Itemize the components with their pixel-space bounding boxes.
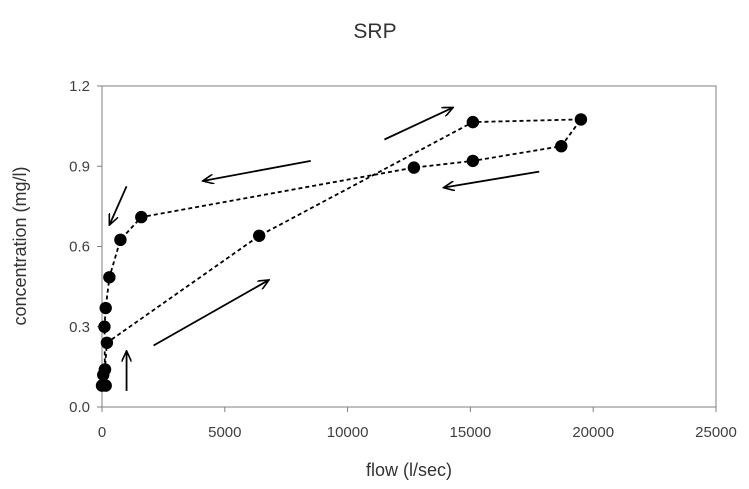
x-tick-label: 25000 — [695, 424, 737, 441]
data-point — [574, 113, 588, 126]
data-point — [135, 210, 148, 224]
y-axis-label: concentration (mg/l) — [10, 166, 30, 325]
data-point — [98, 320, 111, 333]
annotation-arrow — [109, 185, 128, 225]
axes — [101, 85, 717, 408]
plot-area-frame — [101, 85, 717, 408]
x-axis: 0 5000 10000 15000 20000 25000 — [98, 407, 737, 441]
annotation-arrow — [153, 280, 269, 347]
annotation-arrow — [384, 107, 453, 141]
y-tick-label: 0.3 — [69, 319, 90, 336]
x-tick-label: 10000 — [327, 424, 369, 441]
annotation-arrow — [203, 160, 311, 181]
y-axis: 0.0 0.3 0.6 0.9 1.2 — [69, 78, 102, 416]
data-point — [407, 161, 421, 174]
data-point — [252, 229, 266, 242]
y-tick-label: 0.0 — [69, 399, 90, 416]
x-tick-label: 0 — [98, 424, 106, 441]
data-point — [466, 115, 480, 129]
data-series — [95, 113, 588, 392]
annotation-arrows — [109, 107, 540, 391]
x-tick-label: 5000 — [208, 424, 241, 441]
y-tick-label: 0.9 — [69, 158, 90, 175]
data-point — [98, 363, 112, 376]
x-tick-label: 20000 — [572, 424, 614, 441]
annotation-arrow — [443, 170, 540, 188]
x-tick-label: 15000 — [450, 424, 492, 441]
data-point — [99, 301, 112, 315]
data-point — [99, 379, 112, 392]
chart-title: SRP — [353, 20, 396, 43]
data-point — [100, 336, 114, 349]
data-point — [114, 233, 127, 247]
series-line — [101, 118, 583, 386]
x-axis-label: flow (l/sec) — [366, 460, 452, 480]
data-point — [103, 271, 116, 284]
data-point — [555, 139, 568, 153]
data-point — [466, 154, 480, 168]
y-tick-label: 0.6 — [69, 239, 90, 256]
y-tick-label: 1.2 — [69, 78, 90, 95]
